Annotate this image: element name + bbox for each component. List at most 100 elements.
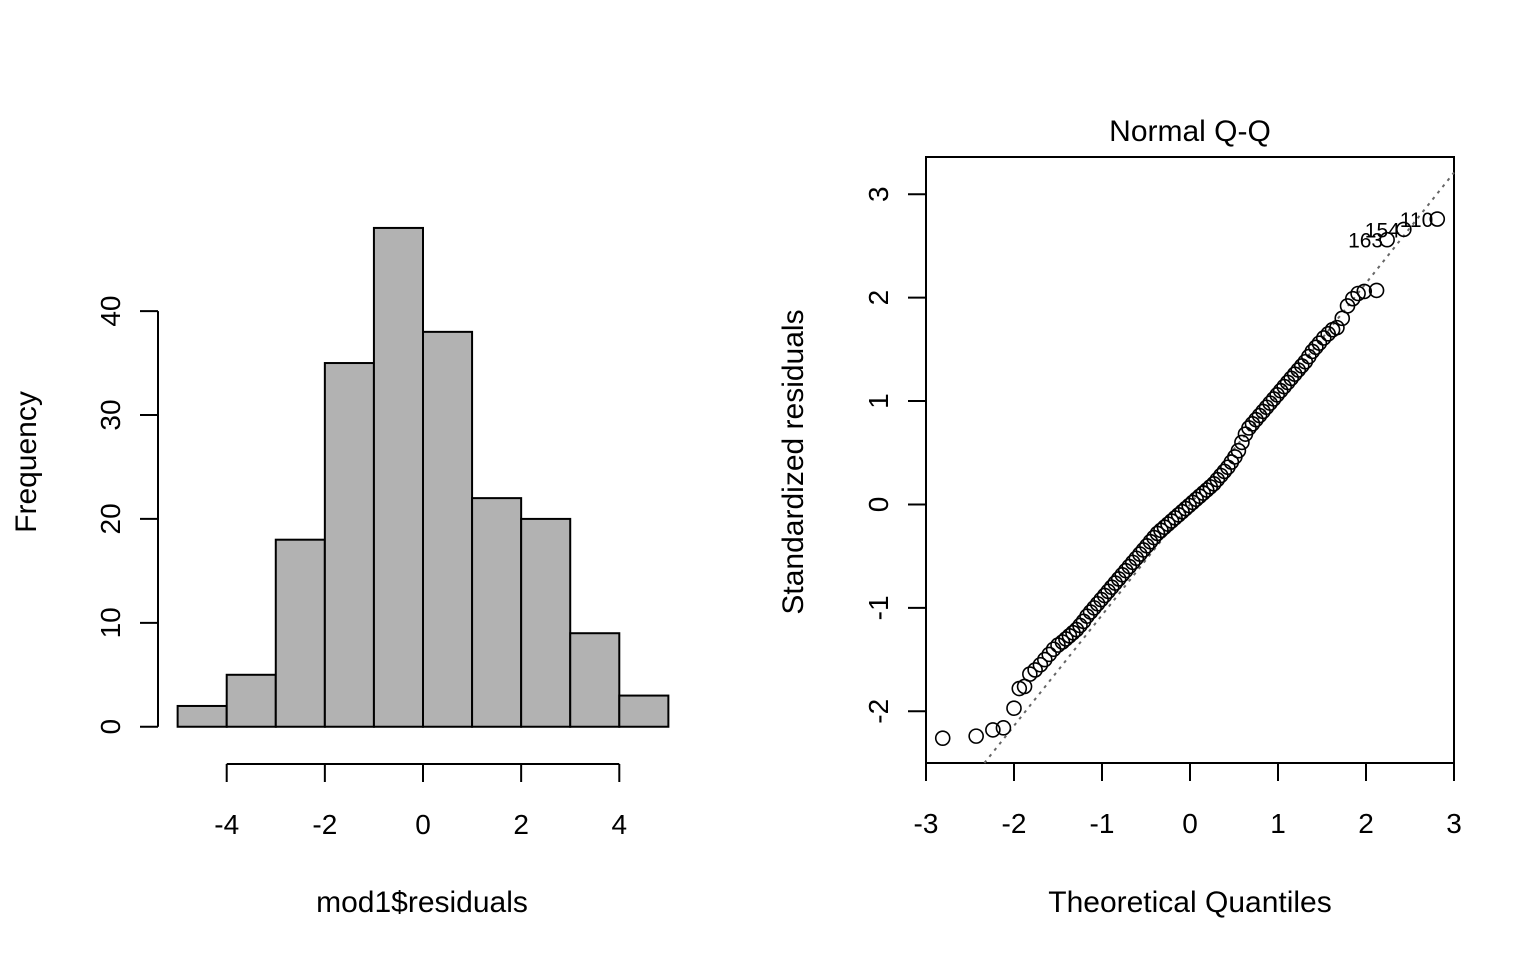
qq-point (1037, 651, 1053, 668)
qq-point (1032, 656, 1049, 673)
qq-y-tick-label: -2 (863, 699, 894, 724)
qq-point (1006, 700, 1022, 716)
qq-point (1230, 442, 1247, 459)
qq-x-tick-label: -3 (914, 808, 939, 839)
qq-x-axis-title: Theoretical Quantiles (1048, 886, 1331, 919)
qq-point (1100, 583, 1116, 600)
qq-point (1132, 546, 1148, 562)
qq-point (1128, 550, 1145, 567)
qq-point (1248, 411, 1264, 428)
qq-y-tick-label: 2 (863, 290, 894, 306)
qq-point (1234, 434, 1250, 451)
qq-x-tick-label: 2 (1358, 808, 1374, 839)
qq-y-tick-label: 3 (863, 186, 894, 202)
histogram-bar (323, 362, 375, 728)
histogram-y-tick-label: 0 (95, 719, 126, 735)
qq-point (1356, 283, 1373, 300)
histogram-bar (569, 632, 621, 728)
qq-point (1311, 335, 1328, 351)
histogram-y-axis-title: Frequency (10, 391, 43, 533)
histogram-x-tick-label: 0 (415, 809, 431, 840)
qq-point (1290, 362, 1307, 378)
histogram-bar (520, 517, 572, 728)
qq-point (1022, 666, 1038, 682)
qq-point (1345, 290, 1361, 307)
qq-points (934, 211, 1446, 746)
qq-point (1093, 591, 1109, 608)
qq-point (1315, 330, 1332, 346)
qq-point (1244, 416, 1261, 432)
histogram-y-tick-label: 30 (95, 399, 126, 430)
histogram-panel: 0 10 20 30 40 -4 -2 0 2 4 mod1$residuals Frequen… (10, 226, 670, 919)
histogram-y-tick-label: 10 (95, 607, 126, 638)
histogram-x-tick-label: 4 (612, 809, 628, 840)
qq-point (1125, 554, 1141, 571)
histogram-bar (372, 226, 425, 728)
qq-point (1103, 579, 1120, 595)
qq-point (1308, 339, 1324, 356)
histogram-y-tick-label: 40 (95, 295, 126, 326)
qq-point (1272, 382, 1289, 399)
qq-point (1251, 407, 1268, 424)
histogram-bar (274, 538, 326, 728)
histogram-x-axis-title: mod1$residuals (316, 886, 528, 919)
qq-point (1139, 538, 1155, 554)
histogram-x-tick-label: -4 (214, 809, 239, 840)
qq-point (1135, 542, 1152, 558)
qq-x-tick-label: 0 (1182, 808, 1198, 839)
histogram-y-tick-label: 20 (95, 503, 126, 534)
qq-x-tick-label: 3 (1446, 808, 1462, 839)
qq-point (1142, 533, 1159, 550)
qq-point-label: 110 (1400, 209, 1433, 232)
histogram-x-tick-label: -2 (312, 809, 337, 840)
histogram-x-tick-label: 2 (513, 809, 529, 840)
qq-x-tick-label: -1 (1090, 808, 1115, 839)
qq-point (934, 730, 951, 746)
histogram-bars (176, 226, 670, 728)
qq-point (1262, 395, 1278, 411)
qq-y-tick-label: 0 (863, 497, 894, 513)
qq-y-axis-title: Standardized residuals (777, 309, 810, 614)
qq-point (995, 720, 1012, 736)
qq-point (1350, 285, 1366, 302)
qq-point (1114, 566, 1131, 583)
qq-point (1269, 387, 1285, 403)
qq-point (1379, 231, 1395, 248)
qq-point (1396, 221, 1412, 238)
qq-x-tick-label: 1 (1270, 808, 1286, 839)
qq-point (1086, 600, 1102, 616)
qq-point (1027, 662, 1043, 678)
qq-y-tick-label: -1 (863, 595, 894, 620)
qq-point (985, 722, 1001, 738)
histogram-bar (422, 330, 474, 728)
histogram-bar (225, 673, 277, 728)
qq-x-axis: -3 -2 -1 0 1 2 3 (914, 763, 1462, 839)
histogram-bar (471, 497, 523, 728)
qq-point (1110, 571, 1127, 587)
histogram-x-axis: -4 -2 0 2 4 (214, 763, 628, 840)
qq-point-label: 163 (1348, 230, 1383, 253)
qq-point (1293, 358, 1310, 374)
histogram-bar (176, 704, 228, 728)
qq-y-axis: -2 -1 0 1 2 3 (863, 186, 926, 724)
qq-point (1117, 562, 1134, 579)
qq-point (1216, 463, 1233, 480)
qq-point (1121, 558, 1138, 575)
qq-point (968, 728, 984, 744)
histogram-y-axis: 0 10 20 30 40 (95, 295, 159, 735)
qq-point (1089, 595, 1106, 612)
qq-x-tick-label: -2 (1002, 808, 1027, 839)
qq-y-tick-label: 1 (863, 393, 894, 409)
qq-title: Normal Q-Q (1109, 115, 1271, 148)
qq-point (1096, 587, 1113, 604)
qq-point (1368, 282, 1385, 299)
qq-point (1107, 575, 1123, 591)
qq-point-label: 154 (1365, 219, 1400, 242)
qq-point (1279, 374, 1296, 391)
qq-point (1429, 211, 1446, 227)
qq-point (1041, 646, 1057, 663)
qq-point (1283, 370, 1299, 387)
